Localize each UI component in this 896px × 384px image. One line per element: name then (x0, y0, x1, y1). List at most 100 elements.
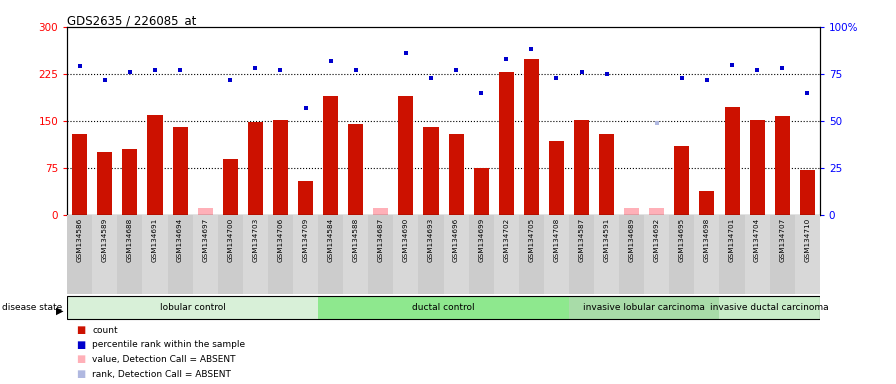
Point (424, 74, 438, 81)
Bar (544, 215, 569, 294)
Bar (719, 215, 745, 294)
Bar (549, 141, 564, 215)
Bar (494, 215, 519, 294)
Text: GSM134708: GSM134708 (554, 217, 559, 262)
Text: GSM134694: GSM134694 (177, 217, 183, 262)
Text: GSM134688: GSM134688 (127, 217, 133, 262)
Bar (218, 215, 243, 294)
Point (800, 90, 814, 96)
Point (73, 63, 87, 70)
Text: invasive ductal carcinoma: invasive ductal carcinoma (711, 303, 829, 312)
Point (574, 69, 589, 75)
Bar (374, 207, 388, 215)
Bar (117, 215, 142, 294)
Point (750, 67, 764, 73)
Text: GSM134588: GSM134588 (353, 217, 358, 262)
Bar (599, 134, 614, 215)
Text: GSM134591: GSM134591 (604, 217, 609, 262)
Bar (569, 296, 719, 319)
Bar (694, 215, 719, 294)
Text: invasive lobular carcinoma: invasive lobular carcinoma (583, 303, 705, 312)
Text: GSM134700: GSM134700 (228, 217, 233, 262)
Point (349, 67, 363, 73)
Bar (594, 215, 619, 294)
Point (248, 65, 263, 71)
Text: GSM134696: GSM134696 (453, 217, 459, 262)
Bar (67, 215, 92, 294)
Text: GSM134701: GSM134701 (729, 217, 735, 262)
Text: GSM134690: GSM134690 (403, 217, 409, 262)
Text: GSM134703: GSM134703 (253, 217, 258, 262)
Bar (719, 296, 820, 319)
Bar (273, 120, 288, 215)
Point (775, 65, 789, 71)
Point (223, 76, 237, 83)
Bar (198, 207, 212, 215)
Bar (123, 149, 137, 215)
Point (298, 105, 313, 111)
Point (650, 120, 664, 126)
Bar (293, 215, 318, 294)
Text: GSM134691: GSM134691 (152, 217, 158, 262)
Text: ■: ■ (76, 340, 85, 350)
Point (323, 58, 338, 64)
Text: GSM134704: GSM134704 (754, 217, 760, 262)
Bar (469, 215, 494, 294)
Text: count: count (92, 326, 118, 335)
Text: disease state: disease state (2, 303, 62, 312)
Bar (650, 207, 664, 215)
Text: GSM134707: GSM134707 (780, 217, 785, 262)
Text: GSM134584: GSM134584 (328, 217, 333, 262)
Bar (248, 122, 263, 215)
Point (123, 69, 137, 75)
Text: ▶: ▶ (56, 306, 63, 316)
Bar (574, 120, 589, 215)
Text: GSM134693: GSM134693 (428, 217, 434, 262)
Text: GSM134705: GSM134705 (529, 217, 534, 262)
Bar (449, 134, 463, 215)
Point (399, 50, 413, 56)
Bar (474, 168, 488, 215)
Bar (168, 215, 193, 294)
Text: GSM134695: GSM134695 (679, 217, 685, 262)
Bar (418, 215, 444, 294)
Bar (323, 96, 338, 215)
Text: GDS2635 / 226085_at: GDS2635 / 226085_at (67, 14, 196, 27)
Bar (675, 146, 689, 215)
Bar (318, 215, 343, 294)
Bar (349, 124, 363, 215)
Point (700, 76, 714, 83)
Bar (142, 215, 168, 294)
Bar (399, 96, 413, 215)
Bar (725, 107, 739, 215)
Text: value, Detection Call = ABSENT: value, Detection Call = ABSENT (92, 355, 236, 364)
Text: GSM134706: GSM134706 (278, 217, 283, 262)
Text: percentile rank within the sample: percentile rank within the sample (92, 340, 246, 349)
Bar (424, 127, 438, 215)
Bar (98, 152, 112, 215)
Point (725, 61, 739, 68)
Point (499, 56, 513, 62)
Bar (795, 215, 820, 294)
Text: rank, Detection Call = ABSENT: rank, Detection Call = ABSENT (92, 369, 231, 379)
Bar (148, 115, 162, 215)
Text: GSM134709: GSM134709 (303, 217, 308, 262)
Text: ■: ■ (76, 354, 85, 364)
Bar (92, 215, 117, 294)
Text: GSM134702: GSM134702 (504, 217, 509, 262)
Bar (750, 120, 764, 215)
Point (524, 46, 538, 53)
Bar (223, 159, 237, 215)
Bar (745, 215, 770, 294)
Text: ■: ■ (76, 369, 85, 379)
Text: GSM134692: GSM134692 (654, 217, 659, 262)
Text: GSM134697: GSM134697 (202, 217, 208, 262)
Bar (444, 215, 469, 294)
Text: GSM134710: GSM134710 (805, 217, 810, 262)
Point (98, 76, 112, 83)
Point (549, 74, 564, 81)
Bar (368, 215, 393, 294)
Bar (73, 134, 87, 215)
Bar (625, 207, 639, 215)
Text: GSM134586: GSM134586 (77, 217, 82, 262)
